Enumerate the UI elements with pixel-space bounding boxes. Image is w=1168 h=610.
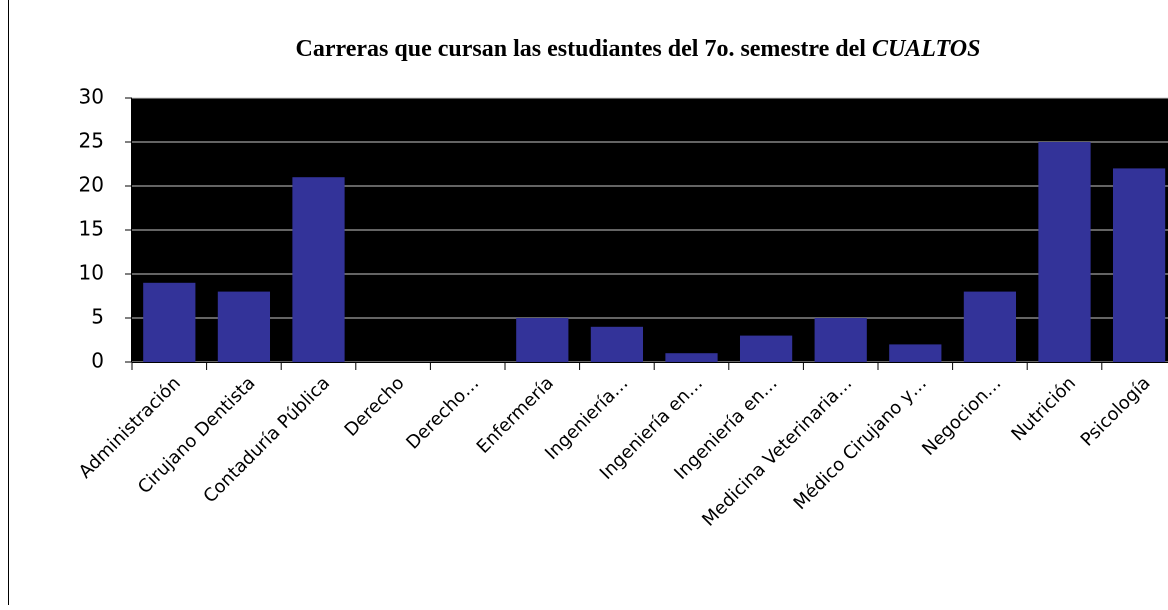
bar	[217, 291, 271, 362]
x-tick-label: Derecho…	[402, 373, 483, 454]
x-tick-label: Médico Cirujano y…	[790, 373, 931, 514]
x-tick-label: Derecho	[341, 373, 409, 441]
bar	[292, 177, 345, 362]
title-main: Carreras que cursan las estudiantes del …	[296, 36, 867, 62]
y-tick-label: 25	[79, 129, 104, 153]
bar	[590, 326, 644, 362]
x-tick-label: Nutrición	[1007, 373, 1080, 446]
y-tick-label: 30	[79, 85, 104, 109]
bar	[814, 318, 867, 362]
x-tick-label: Contaduría Pública	[199, 373, 334, 508]
bar	[739, 335, 793, 362]
bar	[963, 291, 1017, 362]
chart-title: Carreras que cursan las estudiantes del …	[296, 36, 981, 62]
bar	[1112, 168, 1166, 362]
y-tick-label: 15	[79, 217, 104, 241]
title-italic: CUALTOS	[872, 36, 980, 62]
bar	[143, 282, 196, 362]
x-tick-label: Psicología	[1077, 373, 1155, 451]
bar	[516, 318, 569, 362]
x-tick-label: Negocion…	[918, 373, 1005, 460]
y-tick-label: 0	[91, 349, 104, 373]
bar	[889, 344, 942, 362]
y-tick-label: 5	[91, 305, 104, 329]
y-tick-label: 10	[79, 261, 104, 285]
bar	[1038, 142, 1091, 362]
bar	[665, 353, 718, 362]
x-tick-label: Medicina Veterinaria…	[698, 373, 856, 531]
y-tick-label: 20	[79, 173, 104, 197]
